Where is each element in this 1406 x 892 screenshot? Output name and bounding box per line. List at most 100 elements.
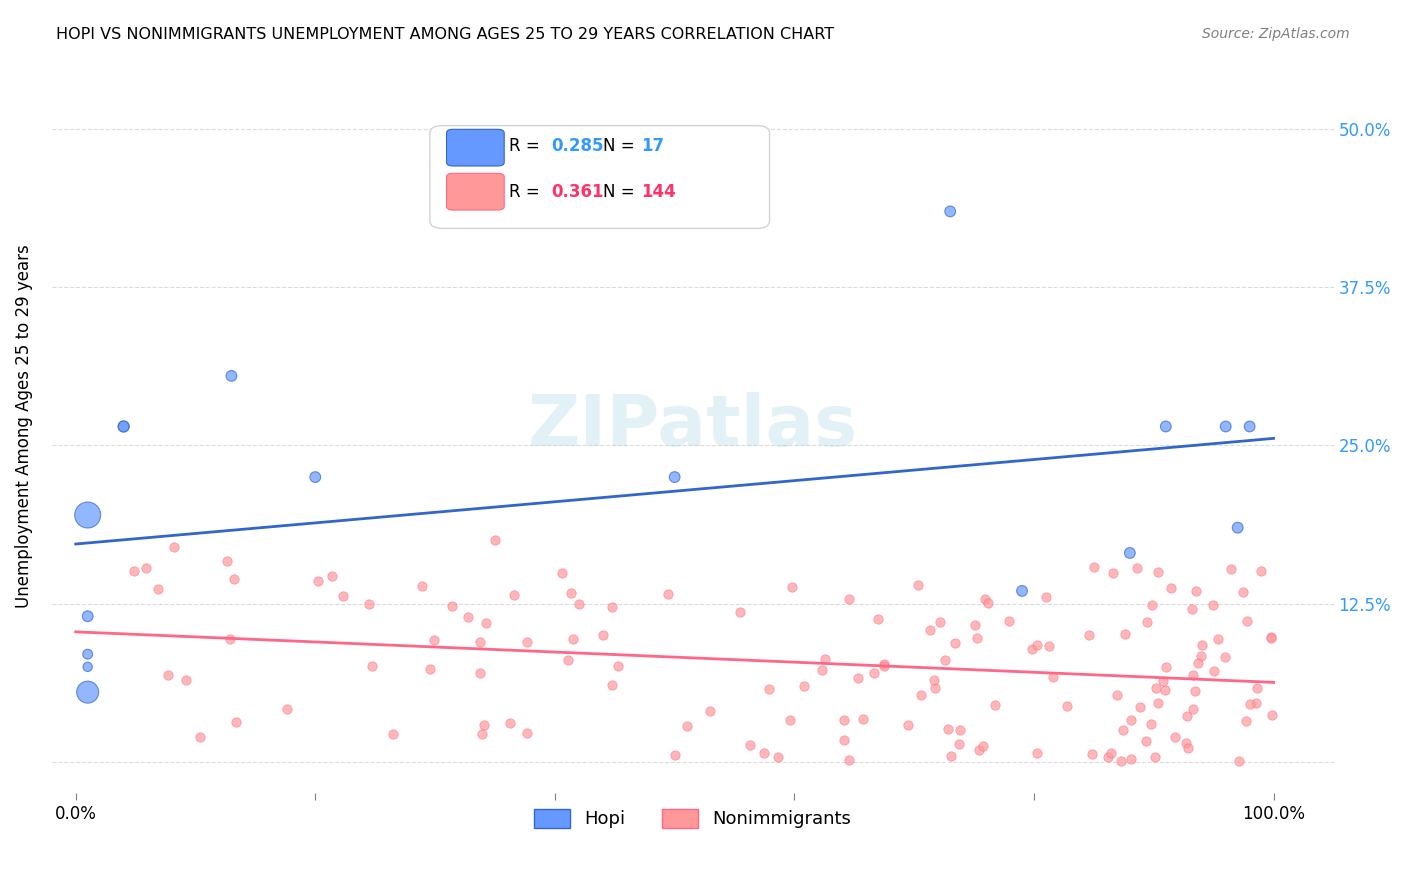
Text: 144: 144	[641, 183, 676, 201]
Point	[965, 618, 987, 632]
Point	[146, 582, 169, 596]
Point	[730, 605, 752, 619]
Point	[470, 635, 492, 649]
Point	[832, 713, 855, 727]
Point	[1135, 734, 1157, 748]
Point	[872, 657, 894, 671]
FancyBboxPatch shape	[430, 126, 769, 228]
Point	[676, 719, 699, 733]
Point	[1160, 581, 1182, 595]
Point	[600, 599, 623, 614]
Point	[484, 533, 506, 548]
Point	[561, 632, 583, 646]
Point	[499, 715, 522, 730]
FancyBboxPatch shape	[447, 129, 505, 166]
Point	[568, 597, 591, 611]
Point	[1206, 632, 1229, 646]
Point	[1081, 747, 1104, 761]
Point	[1213, 650, 1236, 665]
Point	[897, 718, 920, 732]
Point	[793, 679, 815, 693]
Point	[221, 368, 243, 383]
Point	[1260, 630, 1282, 644]
Point	[907, 578, 929, 592]
Point	[969, 743, 991, 757]
Text: R =: R =	[509, 183, 546, 201]
Point	[873, 658, 896, 673]
Point	[983, 698, 1005, 712]
Point	[758, 681, 780, 696]
Point	[1234, 714, 1257, 728]
Point	[1236, 615, 1258, 629]
Text: 17: 17	[641, 137, 665, 155]
Point	[156, 668, 179, 682]
Point	[1083, 560, 1105, 574]
Point	[1109, 754, 1132, 768]
Point	[411, 579, 433, 593]
Point	[1250, 564, 1272, 578]
Point	[76, 508, 98, 522]
Legend: Hopi, Nonimmigrants: Hopi, Nonimmigrants	[527, 802, 859, 836]
Point	[1119, 751, 1142, 765]
Point	[740, 738, 762, 752]
Point	[1177, 709, 1199, 723]
Point	[1099, 746, 1122, 760]
Point	[502, 588, 524, 602]
Point	[381, 727, 404, 741]
Point	[472, 717, 495, 731]
Point	[1114, 627, 1136, 641]
Point	[1191, 638, 1213, 652]
Point	[440, 599, 463, 614]
Point	[1175, 736, 1198, 750]
Point	[174, 673, 197, 688]
Point	[1260, 631, 1282, 645]
Point	[1112, 723, 1135, 737]
Point	[1140, 598, 1163, 612]
Point	[866, 612, 889, 626]
Point	[699, 704, 721, 718]
Point	[76, 609, 98, 624]
Point	[468, 666, 491, 681]
Point	[1126, 561, 1149, 575]
Text: Source: ZipAtlas.com: Source: ZipAtlas.com	[1202, 27, 1350, 41]
Point	[813, 651, 835, 665]
Point	[557, 653, 579, 667]
Point	[910, 688, 932, 702]
Point	[471, 726, 494, 740]
FancyBboxPatch shape	[447, 173, 505, 210]
Point	[1129, 699, 1152, 714]
Point	[602, 678, 624, 692]
Point	[1026, 747, 1049, 761]
Point	[941, 749, 963, 764]
Text: R =: R =	[509, 137, 546, 155]
Point	[224, 572, 246, 586]
Point	[838, 592, 860, 607]
Point	[1181, 602, 1204, 616]
Text: ZIPatlas: ZIPatlas	[527, 392, 858, 461]
Point	[1246, 681, 1268, 696]
Point	[1227, 754, 1250, 768]
Point	[560, 586, 582, 600]
Point	[1107, 688, 1129, 702]
Point	[607, 658, 630, 673]
Point	[852, 712, 875, 726]
Point	[1077, 627, 1099, 641]
Point	[1035, 590, 1057, 604]
Point	[924, 681, 946, 695]
Point	[838, 753, 860, 767]
Point	[832, 733, 855, 747]
Point	[1244, 696, 1267, 710]
Text: N =: N =	[603, 137, 634, 155]
Point	[1202, 598, 1225, 612]
Point	[1164, 730, 1187, 744]
Point	[846, 671, 869, 685]
Point	[112, 419, 135, 434]
Point	[977, 596, 1000, 610]
Point	[863, 665, 886, 680]
Point	[780, 580, 803, 594]
Point	[135, 561, 157, 575]
Point	[361, 659, 384, 673]
Point	[592, 628, 614, 642]
Point	[1226, 521, 1249, 535]
Point	[1021, 642, 1043, 657]
